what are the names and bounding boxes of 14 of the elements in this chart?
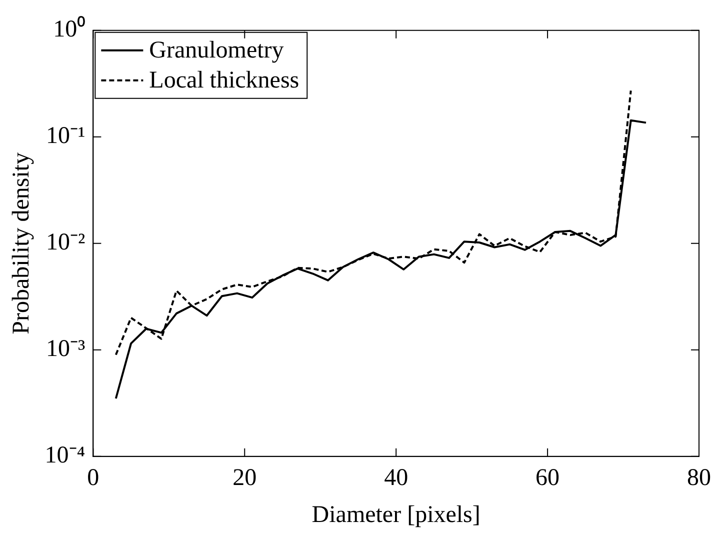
- x-tick-label: 20: [232, 465, 257, 492]
- x-tick-label: 80: [687, 465, 711, 492]
- y-tick-label: 10⁻³: [46, 336, 86, 362]
- y-tick-label: 10⁻⁴: [44, 442, 86, 469]
- y-tick-label: 10⁻²: [46, 230, 86, 256]
- legend-label: Granulometry: [149, 38, 284, 64]
- y-tick-label: 10⁻¹: [46, 123, 86, 150]
- x-axis-title: Diameter [pixels]: [312, 502, 480, 528]
- x-tick-label: 60: [536, 465, 560, 492]
- legend-label: Local thickness: [149, 68, 300, 94]
- y-axis-title: Probability density: [8, 152, 35, 334]
- x-tick-label: 40: [384, 465, 408, 492]
- x-tick-label: 0: [87, 465, 100, 492]
- y-tick-label: 10⁰: [53, 16, 86, 43]
